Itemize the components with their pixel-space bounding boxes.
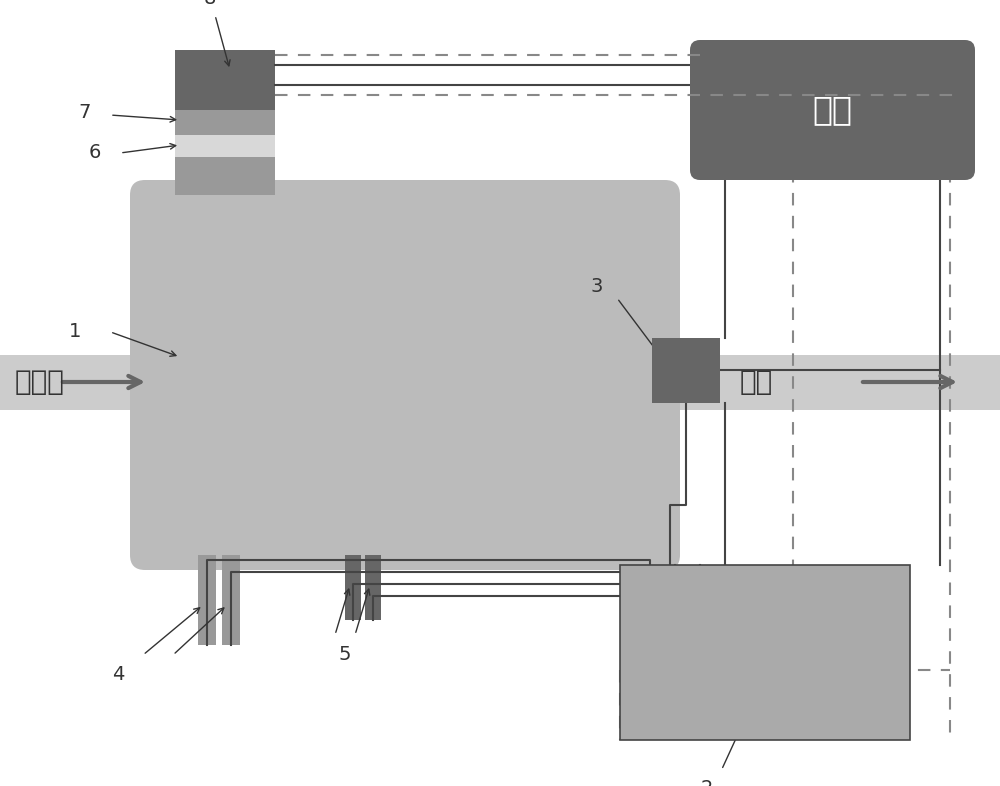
Text: 5: 5 xyxy=(339,645,351,664)
Bar xyxy=(652,338,720,403)
Bar xyxy=(175,135,275,157)
Bar xyxy=(345,555,361,620)
Text: 出气: 出气 xyxy=(740,368,773,396)
FancyBboxPatch shape xyxy=(690,40,975,180)
Text: 4: 4 xyxy=(112,666,124,685)
Text: 进气口: 进气口 xyxy=(15,368,65,396)
Text: 6: 6 xyxy=(89,144,101,163)
FancyBboxPatch shape xyxy=(130,180,680,570)
Text: 1: 1 xyxy=(69,322,81,341)
Bar xyxy=(620,565,910,740)
Text: 3: 3 xyxy=(591,277,603,296)
Bar xyxy=(175,50,275,110)
Bar xyxy=(175,110,275,135)
Text: 电源: 电源 xyxy=(812,94,852,127)
Text: 7: 7 xyxy=(79,102,91,122)
Bar xyxy=(0,355,1000,410)
Bar xyxy=(175,157,275,195)
Text: 8: 8 xyxy=(204,0,216,8)
Text: 2: 2 xyxy=(701,778,713,786)
Bar xyxy=(365,555,381,620)
Bar xyxy=(198,555,216,645)
Bar xyxy=(222,555,240,645)
